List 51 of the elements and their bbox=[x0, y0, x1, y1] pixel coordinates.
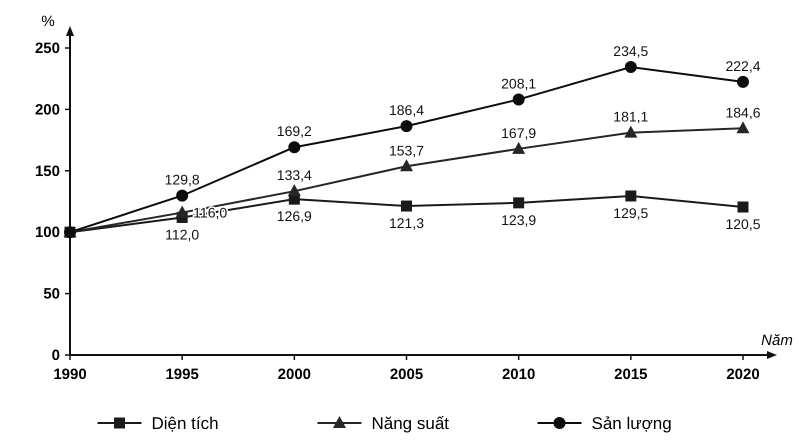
y-tick-label: 200 bbox=[34, 101, 60, 118]
data-label: 222,4 bbox=[725, 58, 761, 74]
data-label: 121,3 bbox=[388, 215, 424, 232]
point bbox=[738, 202, 748, 213]
y-tick-label: 100 bbox=[34, 224, 60, 242]
data-label: 234,5 bbox=[613, 43, 649, 60]
x-tick-label: 1995 bbox=[165, 366, 199, 383]
data-label: 129,5 bbox=[613, 204, 649, 221]
data-label: 208,1 bbox=[501, 75, 536, 92]
x-tick-label: 2020 bbox=[726, 366, 760, 383]
y-tick-label: 250 bbox=[34, 40, 60, 57]
data-label: 186,4 bbox=[388, 102, 424, 118]
point bbox=[176, 190, 188, 202]
point bbox=[176, 206, 189, 218]
y-tick-label: 0 bbox=[52, 347, 60, 364]
point bbox=[400, 159, 413, 172]
data-label: 120,5 bbox=[725, 216, 761, 232]
x-tick-label: 2005 bbox=[390, 366, 424, 383]
x-tick-label: 2015 bbox=[614, 366, 648, 383]
point bbox=[400, 120, 412, 132]
point bbox=[288, 184, 301, 196]
point bbox=[513, 197, 524, 208]
data-label: 123,9 bbox=[501, 212, 536, 228]
data-label: 112,0 bbox=[165, 226, 200, 242]
x-tick-label: 2010 bbox=[502, 366, 536, 383]
point bbox=[624, 61, 637, 74]
point bbox=[401, 200, 412, 212]
data-label: 184,6 bbox=[725, 104, 761, 120]
data-label: 126,9 bbox=[276, 208, 312, 224]
legend-label: Sản lượng bbox=[592, 414, 672, 433]
data-label: 169,2 bbox=[276, 123, 312, 140]
point bbox=[624, 126, 638, 138]
point bbox=[625, 190, 636, 202]
x-tick-label: 2000 bbox=[278, 366, 312, 383]
legend-label: Năng suất bbox=[372, 414, 450, 433]
y-tick-label: 50 bbox=[43, 286, 60, 303]
x-tick-label: 1990 bbox=[53, 366, 87, 383]
point bbox=[512, 142, 526, 154]
x-axis-title: Năm bbox=[761, 332, 793, 349]
data-label: 129,8 bbox=[164, 172, 200, 188]
data-label: 153,7 bbox=[388, 142, 424, 158]
data-label: 167,9 bbox=[501, 124, 536, 141]
point bbox=[288, 141, 300, 154]
data-label: 133,4 bbox=[276, 167, 312, 184]
y-tick-label: 150 bbox=[34, 162, 60, 180]
point bbox=[737, 76, 749, 88]
point bbox=[736, 121, 750, 134]
point bbox=[512, 93, 525, 106]
data-label: 181,1 bbox=[613, 108, 649, 125]
legend-label: Diện tích bbox=[152, 414, 219, 433]
y-axis-title: % bbox=[41, 13, 55, 30]
